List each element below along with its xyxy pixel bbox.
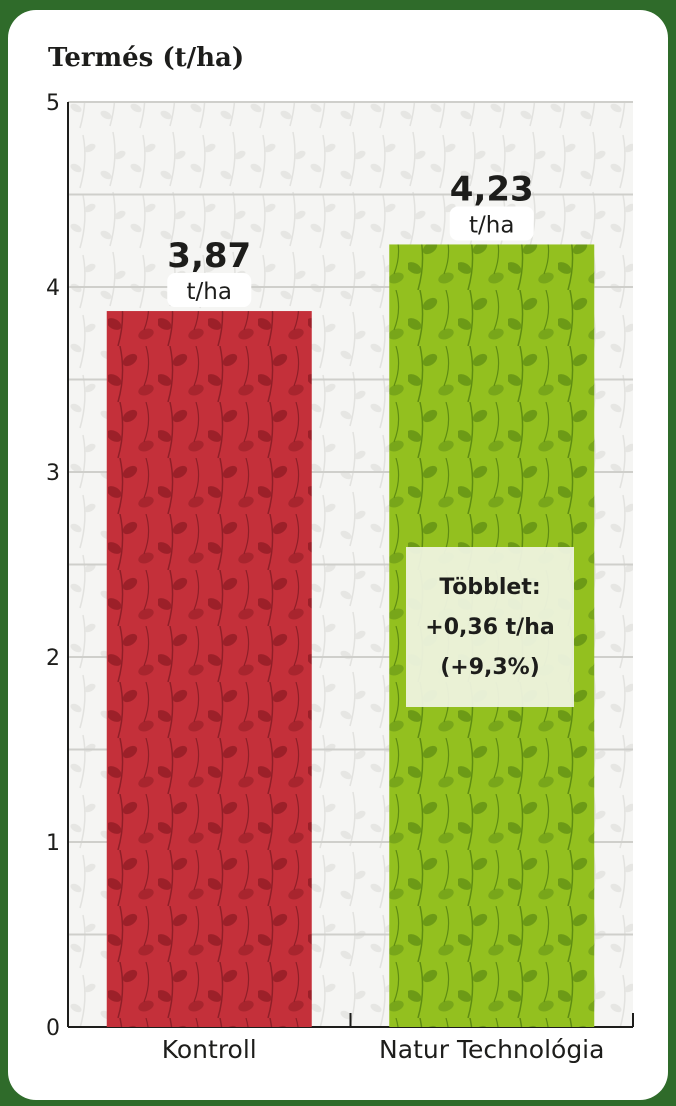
y-axis-ticks: 0 1 2 3 4 5: [46, 91, 60, 1041]
surplus-annotation: Többlet: +0,36 t/ha (+9,3%): [406, 547, 574, 707]
y-tick-label: 1: [46, 831, 60, 856]
value-label-bubble: [167, 273, 252, 308]
annotation-line-3: (+9,3%): [440, 655, 540, 680]
chart-card: Termés (t/ha) 0 1 2 3 4 5 3,87 t/ha 4,23 t/ha Ko…: [8, 10, 668, 1100]
value-label: 4,23: [450, 169, 534, 209]
value-unit-label: t/ha: [187, 279, 232, 305]
chart-title: Termés (t/ha): [48, 43, 244, 73]
bar-kontroll: [106, 311, 312, 1027]
value-label: 3,87: [167, 236, 251, 276]
x-axis-labels: Kontroll Natur Technológia: [162, 1013, 634, 1064]
x-category-label: Kontroll: [162, 1035, 257, 1064]
annotation-line-1: Többlet:: [439, 575, 540, 600]
y-tick-label: 0: [46, 1016, 60, 1041]
y-tick-label: 5: [46, 91, 60, 116]
y-tick-label: 2: [46, 646, 60, 671]
y-tick-label: 3: [46, 461, 60, 486]
value-label-bubble: [449, 206, 534, 241]
annotation-box: [406, 547, 574, 707]
chart-svg: Termés (t/ha) 0 1 2 3 4 5 3,87 t/ha 4,23 t/ha Ko…: [46, 43, 634, 1064]
y-tick-label: 4: [46, 276, 60, 301]
x-category-label: Natur Technológia: [379, 1035, 604, 1064]
annotation-line-2: +0,36 t/ha: [425, 615, 554, 640]
value-unit-label: t/ha: [469, 212, 514, 238]
